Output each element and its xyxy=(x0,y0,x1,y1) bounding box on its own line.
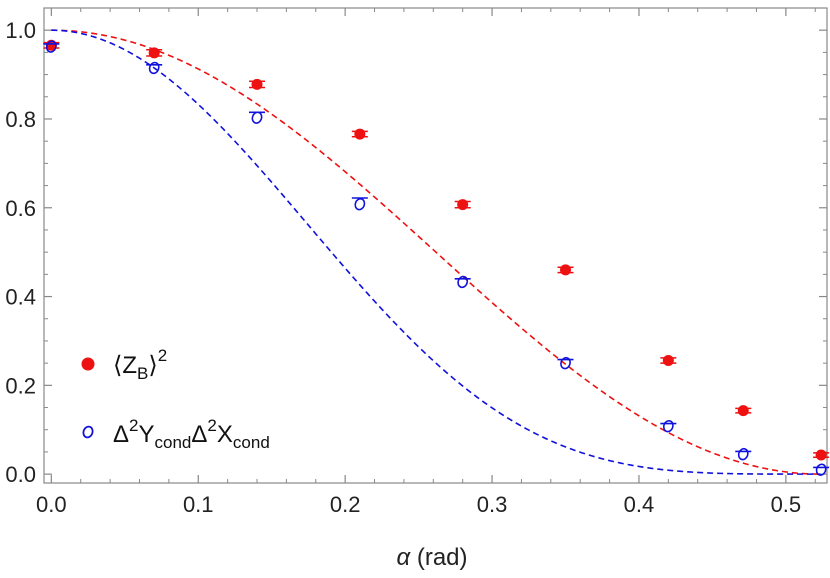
red-data-point xyxy=(815,449,827,461)
x-tick-label: 0.5 xyxy=(771,492,802,517)
axis-ticks: 0.0 0.1 0.2 0.3 0.4 0.5 0.0 0.2 0.4 0.6 0.8 1.0 xyxy=(5,8,827,517)
y-tick-label: 0.6 xyxy=(5,196,36,221)
data-points xyxy=(43,39,830,476)
red-data-point xyxy=(737,405,749,417)
y-tick-label: 0.8 xyxy=(5,107,36,132)
fit-curves xyxy=(51,29,821,475)
x-tick-label: 0.3 xyxy=(477,492,508,517)
red-data-point xyxy=(148,47,160,59)
legend-label-cond: Δ2YcondΔ2Xcond xyxy=(113,416,270,452)
red-data-point xyxy=(560,264,572,276)
legend-marker-open xyxy=(82,425,94,439)
x-tick-label: 0.2 xyxy=(330,492,361,517)
legend-marker-filled xyxy=(81,357,95,371)
y-tick-label: 1.0 xyxy=(5,18,36,43)
legend-item-cond: Δ2YcondΔ2Xcond xyxy=(82,416,270,452)
blue-data-point xyxy=(354,198,366,211)
legend-item-zb: ⟨ZB⟩2 xyxy=(81,346,167,383)
y-tick-label: 0.2 xyxy=(5,373,36,398)
y-tick-label: 0.4 xyxy=(5,285,36,310)
blue-dashed-curve xyxy=(51,29,821,475)
red-data-point xyxy=(251,78,263,90)
blue-data-point xyxy=(815,463,827,476)
blue-data-point xyxy=(251,111,263,124)
blue-data-point xyxy=(560,356,571,370)
x-tick-label: 0.0 xyxy=(36,492,67,517)
x-axis-label: α (rad) xyxy=(396,544,467,571)
blue-data-point xyxy=(457,275,469,289)
red-data-point xyxy=(457,199,469,211)
blue-data-point xyxy=(662,419,674,433)
y-tick-label: 0.0 xyxy=(5,462,36,487)
blue-data-point xyxy=(737,447,749,461)
x-tick-label: 0.4 xyxy=(624,492,655,517)
legend: ⟨ZB⟩2 Δ2YcondΔ2Xcond xyxy=(81,346,270,452)
red-data-point xyxy=(354,128,366,140)
x-tick-label: 0.1 xyxy=(183,492,214,517)
blue-data-point xyxy=(148,61,160,75)
red-dashed-curve xyxy=(51,29,821,475)
plot-frame xyxy=(43,7,828,484)
red-data-point xyxy=(662,354,674,366)
blue-data-point xyxy=(45,40,57,53)
legend-label-zb: ⟨ZB⟩2 xyxy=(113,346,167,383)
